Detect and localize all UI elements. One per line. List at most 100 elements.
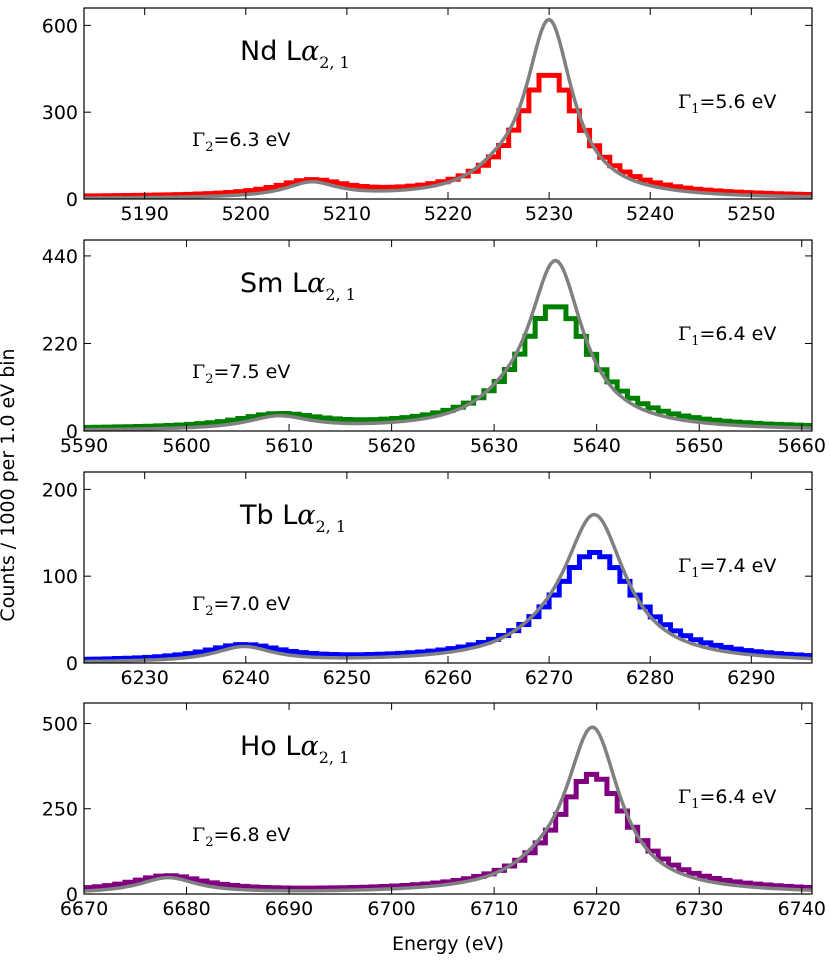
y-tick-label: 500 (42, 713, 78, 735)
title-text: Sm L (240, 268, 307, 299)
gamma-symbol: Γ (192, 824, 205, 846)
gamma2-label: Γ2=7.0 eV (192, 593, 290, 619)
x-tick-label: 5230 (525, 203, 573, 225)
gamma-subscript: 1 (691, 566, 699, 581)
panel-title: Nd Lα2, 1 (240, 36, 350, 72)
y-tick-label: 300 (42, 102, 78, 124)
title-symbol: α (297, 500, 315, 531)
gamma-value: =5.6 eV (699, 91, 776, 113)
title-text: Nd L (240, 36, 301, 67)
x-tick-label: 5650 (675, 435, 723, 457)
gamma1-label: Γ1=6.4 eV (678, 786, 776, 812)
y-axis-label: Counts / 1000 per 1.0 eV bin (0, 348, 19, 621)
tb-fit-curve (84, 512, 812, 663)
x-tick-label: 6690 (265, 898, 313, 920)
x-tick-label: 6720 (572, 898, 620, 920)
x-tick-label: 5240 (626, 203, 674, 225)
x-tick-label: 5640 (572, 435, 620, 457)
x-tick-label: 6270 (525, 667, 573, 689)
sm-histogram (84, 304, 812, 430)
x-tick-label: 6710 (470, 898, 518, 920)
gamma2-label: Γ2=6.3 eV (192, 129, 290, 155)
x-tick-label: 6670 (60, 898, 108, 920)
x-tick-label: 5190 (120, 203, 168, 225)
gamma2-label: Γ2=6.8 eV (192, 824, 290, 850)
title-subscript: 2, 1 (319, 748, 350, 767)
title-text: Ho L (240, 731, 300, 762)
panel-title: Sm Lα2, 1 (240, 268, 356, 304)
x-tick-label: 5200 (222, 203, 270, 225)
plot-frame (83, 702, 813, 895)
title-subscript: 2, 1 (319, 53, 350, 72)
gamma-value: =6.4 eV (699, 786, 776, 808)
title-symbol: α (307, 268, 325, 299)
gamma-value: =6.4 eV (699, 323, 776, 345)
x-tick-label: 6740 (778, 898, 826, 920)
gamma-value: =6.3 eV (213, 129, 290, 151)
x-tick-label: 6700 (367, 898, 415, 920)
panel-title: Tb Lα2, 1 (239, 500, 346, 536)
gamma-subscript: 2 (205, 835, 213, 850)
x-tick-label: 6290 (727, 667, 775, 689)
x-tick-label: 6730 (675, 898, 723, 920)
gamma-subscript: 1 (691, 102, 699, 117)
x-tick-label: 5250 (727, 203, 775, 225)
gamma-value: =7.0 eV (213, 593, 290, 615)
plot-frame (83, 239, 813, 432)
panel-nd: 5190 5200 5210 5220 5230 5240 5250 0 300 600 Nd Lα… (42, 7, 813, 225)
gamma-symbol: Γ (678, 323, 691, 345)
y-tick-label: 250 (42, 799, 78, 821)
x-tick-label: 6280 (626, 667, 674, 689)
y-tick-label: 220 (42, 333, 78, 355)
x-tick-label: 5600 (162, 435, 210, 457)
sm-fit-curve (84, 258, 812, 431)
panel-ho: 6670 6680 6690 6700 6710 6720 6730 6740 0 250 500 H… (42, 702, 826, 920)
x-tick-label: 5590 (60, 435, 108, 457)
gamma-subscript: 1 (691, 334, 699, 349)
x-tick-label: 5620 (367, 435, 415, 457)
gamma1-label: Γ1=6.4 eV (678, 323, 776, 349)
title-subscript: 2, 1 (316, 517, 347, 536)
gamma-value: =7.4 eV (699, 555, 776, 577)
x-tick-label: 5660 (778, 435, 826, 457)
gamma1-label: Γ1=7.4 eV (678, 555, 776, 581)
x-tick-label: 6260 (424, 667, 472, 689)
x-tick-label: 5210 (323, 203, 371, 225)
panel-sm: 5590 5600 5610 5620 5630 5640 5650 5660 0 220 440 S… (42, 239, 826, 457)
gamma-subscript: 2 (205, 140, 213, 155)
gamma-symbol: Γ (192, 129, 205, 151)
ho-fit-curve (84, 725, 812, 893)
y-tick-label: 0 (66, 653, 78, 675)
gamma-symbol: Γ (678, 91, 691, 113)
y-tick-label: 600 (42, 15, 78, 37)
nd-fit-curve (84, 17, 812, 199)
tb-histogram (84, 550, 812, 662)
gamma-symbol: Γ (192, 593, 205, 615)
x-tick-label: 6230 (120, 667, 168, 689)
title-subscript: 2, 1 (325, 285, 356, 304)
y-tick-label: 440 (42, 246, 78, 268)
gamma-subscript: 2 (205, 604, 213, 619)
y-tick-label: 0 (66, 189, 78, 211)
x-axis-label: Energy (eV) (392, 933, 504, 955)
gamma-symbol: Γ (678, 786, 691, 808)
gamma-value: =6.8 eV (213, 824, 290, 846)
panel-tb: 6230 6240 6250 6260 6270 6280 6290 0 100 200 Tb Lα… (42, 471, 813, 689)
y-tick-label: 0 (66, 884, 78, 906)
x-tick-label: 6250 (323, 667, 371, 689)
gamma1-label: Γ1=5.6 eV (678, 91, 776, 117)
y-tick-label: 0 (66, 421, 78, 443)
gamma-subscript: 2 (205, 372, 213, 387)
gamma-symbol: Γ (192, 361, 205, 383)
x-tick-label: 6240 (222, 667, 270, 689)
gamma-subscript: 1 (691, 797, 699, 812)
nd-histogram (84, 72, 812, 199)
gamma-value: =7.5 eV (213, 361, 290, 383)
title-symbol: α (300, 731, 318, 762)
title-symbol: α (301, 36, 319, 67)
title-text: Tb L (239, 500, 297, 531)
ho-histogram (84, 771, 812, 891)
gamma-symbol: Γ (678, 555, 691, 577)
